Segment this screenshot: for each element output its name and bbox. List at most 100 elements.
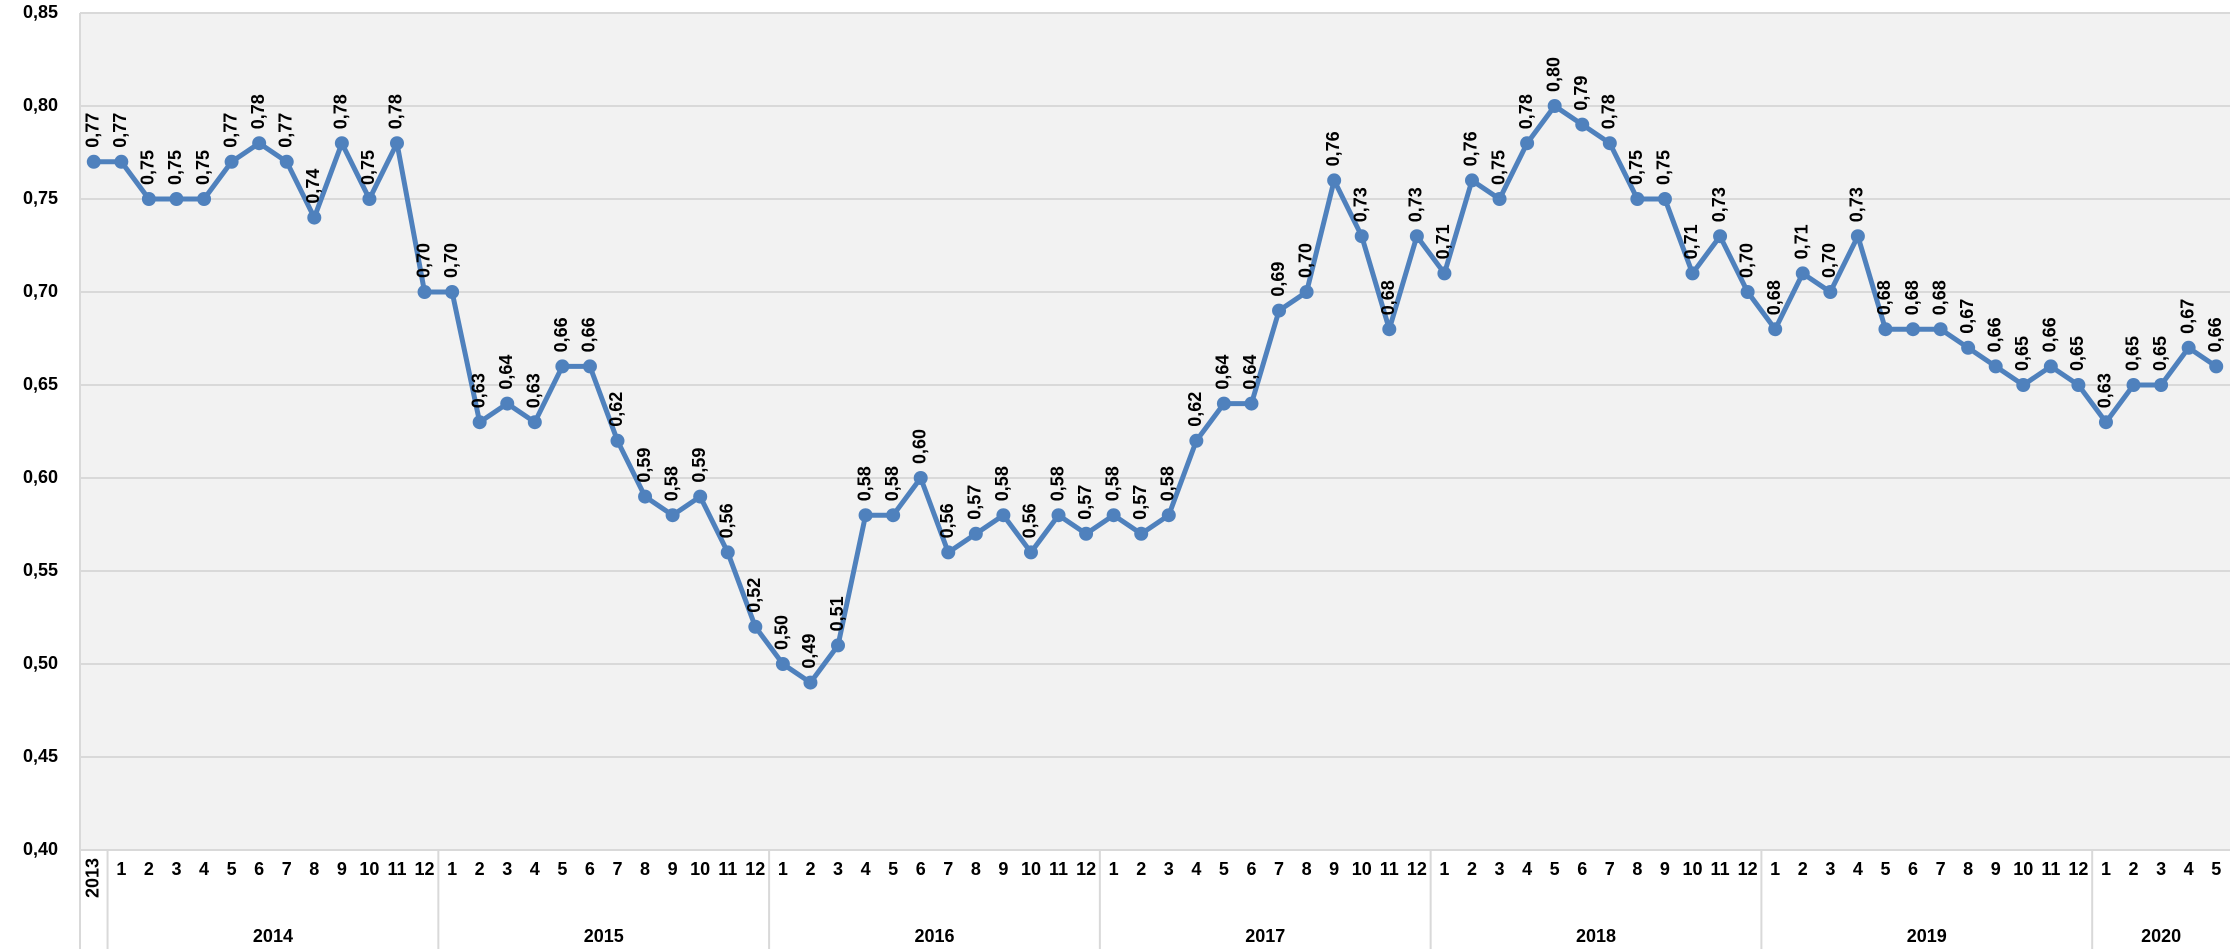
x-tick-label: 3 [1164, 859, 1174, 879]
data-point [334, 136, 349, 151]
x-tick-label: 8 [1632, 859, 1642, 879]
data-label: 0,63 [524, 373, 544, 408]
data-label: 0,75 [138, 150, 158, 185]
data-point [1079, 526, 1094, 541]
x-group-label: 2014 [253, 926, 293, 946]
x-tick-label: 3 [171, 859, 181, 879]
data-label: 0,71 [1433, 224, 1453, 259]
data-label: 0,75 [165, 150, 185, 185]
x-tick-label: 4 [1191, 859, 1201, 879]
x-tick-label: 9 [1660, 859, 1670, 879]
data-label: 0,68 [1874, 280, 1894, 315]
data-label: 0,56 [717, 503, 737, 538]
data-point [2098, 415, 2113, 430]
data-label: 0,75 [1654, 150, 1674, 185]
data-label: 0,58 [882, 466, 902, 501]
data-label: 0,58 [854, 466, 874, 501]
data-label: 0,66 [579, 317, 599, 352]
x-tick-label: 12 [745, 859, 765, 879]
data-point [1933, 322, 1948, 337]
x-tick-label: 4 [199, 859, 209, 879]
data-point [1437, 266, 1452, 281]
x-tick-label: 3 [1825, 859, 1835, 879]
data-label: 0,75 [358, 150, 378, 185]
y-tick-label: 0,60 [23, 467, 58, 487]
data-point [748, 619, 763, 634]
data-label: 0,52 [744, 578, 764, 613]
x-tick-label: 1 [778, 859, 788, 879]
data-point [307, 210, 322, 225]
data-label: 0,75 [1626, 150, 1646, 185]
data-label: 0,63 [468, 373, 488, 408]
x-tick-label: 10 [1021, 859, 1041, 879]
x-tick-label: 9 [1991, 859, 2001, 879]
data-label: 0,74 [303, 169, 323, 204]
data-point [86, 154, 101, 169]
x-tick-label: 10 [1352, 859, 1372, 879]
data-label: 0,70 [1736, 243, 1756, 278]
data-label: 0,77 [110, 113, 130, 148]
x-tick-label: 8 [640, 859, 650, 879]
x-tick-label: 2 [1798, 859, 1808, 879]
data-point [1630, 192, 1645, 206]
x-tick-label: 10 [359, 859, 379, 879]
x-tick-label: 9 [1329, 859, 1339, 879]
x-tick-label: 2 [1467, 859, 1477, 879]
y-tick-label: 0,75 [23, 188, 58, 208]
x-tick-label: 2 [475, 859, 485, 879]
x-tick-label: 9 [998, 859, 1008, 879]
x-tick-label: 1 [1439, 859, 1449, 879]
data-label: 0,58 [661, 466, 681, 501]
x-tick-label: 9 [337, 859, 347, 879]
x-group-label: 2016 [914, 926, 954, 946]
y-tick-label: 0,50 [23, 653, 58, 673]
data-label: 0,58 [992, 466, 1012, 501]
x-tick-label: 4 [2184, 859, 2194, 879]
data-point [500, 396, 515, 411]
x-group-label: 2020 [2141, 926, 2181, 946]
data-point [610, 433, 625, 448]
data-point [913, 471, 928, 485]
x-tick-label: 5 [1219, 859, 1229, 879]
data-label: 0,62 [1185, 392, 1205, 427]
data-point [1354, 229, 1369, 244]
data-label: 0,79 [1571, 76, 1591, 111]
y-tick-label: 0,40 [23, 839, 58, 859]
x-tick-label: 1 [2101, 859, 2111, 879]
data-label: 0,66 [551, 317, 571, 352]
data-label: 0,71 [1681, 224, 1701, 259]
data-label: 0,57 [1130, 485, 1150, 520]
data-point [1878, 322, 1893, 337]
data-label: 0,56 [1020, 503, 1040, 538]
x-tick-label: 6 [254, 859, 264, 879]
data-label: 0,58 [1102, 466, 1122, 501]
data-point [1134, 526, 1149, 541]
data-label: 0,67 [1957, 299, 1977, 334]
data-label: 0,76 [1323, 131, 1343, 166]
data-point [417, 285, 432, 299]
x-tick-label: 6 [1908, 859, 1918, 879]
data-label: 0,68 [1378, 280, 1398, 315]
data-label: 0,70 [1295, 243, 1315, 278]
data-point [1823, 285, 1838, 299]
data-label: 0,78 [248, 94, 268, 129]
x-tick-label: 7 [1605, 859, 1615, 879]
data-label: 0,51 [827, 596, 847, 631]
data-point [858, 508, 873, 523]
data-point [2126, 378, 2141, 392]
plot-area [80, 13, 2230, 850]
data-point [1657, 192, 1672, 206]
x-group-label: 2015 [584, 926, 624, 946]
data-label: 0,78 [331, 94, 351, 129]
x-tick-label: 11 [1049, 859, 1068, 879]
data-label: 0,62 [606, 392, 626, 427]
data-point [775, 657, 790, 671]
data-label: 0,65 [2150, 336, 2170, 371]
data-point [2071, 378, 2086, 392]
x-tick-label: 11 [387, 859, 406, 879]
x-tick-label: 3 [502, 859, 512, 879]
data-point [2209, 359, 2224, 374]
data-label: 0,60 [909, 429, 929, 464]
x-tick-label: 4 [861, 859, 871, 879]
x-tick-label: 7 [1936, 859, 1946, 879]
